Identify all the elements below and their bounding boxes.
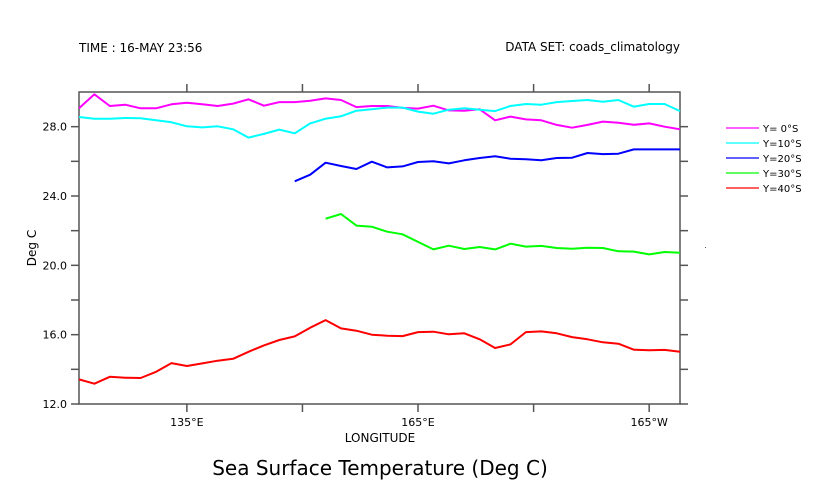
x-tick-label: 165°W	[630, 416, 667, 429]
x-tick-label: 135°E	[170, 416, 203, 429]
legend-label: Y=40°S	[762, 184, 802, 195]
stray-dot	[705, 247, 706, 248]
y-tick-label: 20.0	[43, 259, 68, 272]
data-lines	[78, 93, 681, 385]
chart-title: Sea Surface Temperature (Deg C)	[212, 456, 548, 480]
y-tick-label: 16.0	[43, 329, 68, 342]
axes: 135°E 165°E 165°W 12.0 16.0 20.0 24.0 28.0	[43, 84, 688, 429]
series-line-1	[78, 99, 681, 139]
legend-label: Y=10°S	[762, 139, 802, 150]
series-line-3	[325, 213, 681, 256]
legend-label: Y= 0°S	[762, 124, 798, 135]
y-tick-label: 24.0	[43, 190, 68, 203]
series-line-4	[78, 319, 681, 385]
x-axis-label: LONGITUDE	[345, 431, 415, 445]
legend-label: Y=30°S	[762, 169, 802, 180]
plot-frame	[78, 91, 681, 405]
y-axis-label: Deg C	[25, 230, 39, 266]
time-label: TIME : 16-MAY 23:56	[78, 41, 202, 55]
y-tick-label: 28.0	[43, 121, 68, 134]
series-line-0	[78, 93, 681, 131]
legend: Y= 0°S Y=10°S Y=20°S Y=30°S Y=40°S	[726, 124, 802, 195]
x-tick-label: 165°E	[401, 416, 434, 429]
legend-label: Y=20°S	[762, 154, 802, 165]
series-line-2	[294, 148, 680, 183]
y-tick-label: 12.0	[43, 398, 68, 411]
dataset-label: DATA SET: coads_climatology	[505, 40, 680, 54]
